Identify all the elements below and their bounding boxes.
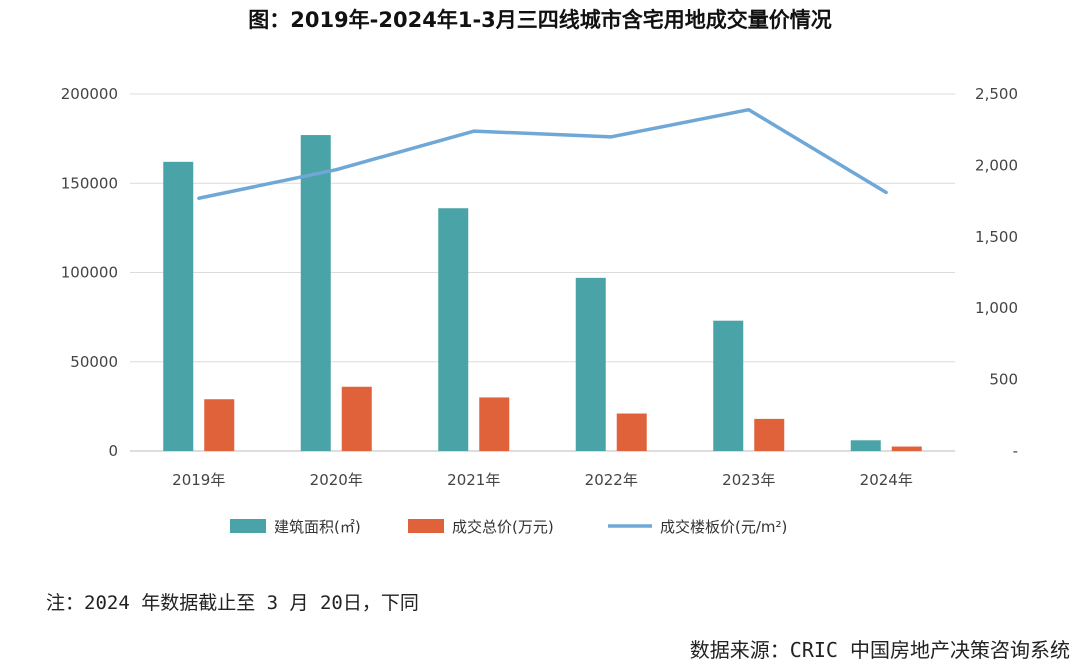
bar	[163, 161, 194, 451]
gridlines	[130, 93, 955, 452]
bar-series	[163, 135, 922, 451]
right-tick-label: -	[1013, 442, 1018, 460]
legend-label: 成交总价(万元)	[452, 518, 554, 536]
legend-label: 成交楼板价(元/m²)	[660, 518, 787, 536]
left-tick-label: 100000	[61, 264, 118, 282]
line-point	[334, 168, 338, 172]
line-series	[197, 107, 888, 200]
x-tick-label: 2022年	[585, 471, 638, 489]
bar	[616, 413, 647, 451]
footnote: 注：2024 年数据截止至 3 月 20日，下同	[46, 592, 419, 614]
legend-swatch	[230, 519, 266, 533]
bar	[300, 135, 331, 451]
right-axis-ticks: - 500 1,000 1,500 2,000 2,500	[975, 85, 1018, 460]
left-tick-label: 150000	[61, 174, 118, 192]
line-point	[197, 196, 201, 200]
chart-title: 图：2019年-2024年1-3月三四线城市含宅用地成交量价情况	[248, 8, 832, 32]
series-line	[198, 107, 888, 200]
right-tick-label: 500	[989, 371, 1018, 389]
line-point	[884, 190, 888, 195]
left-tick-label: 50000	[70, 353, 118, 371]
left-axis-ticks: 0 50000 100000 150000 200000	[61, 85, 118, 460]
legend-label: 建筑面积(㎡)	[274, 518, 361, 536]
line-point	[747, 108, 751, 112]
right-tick-label: 2,000	[975, 156, 1018, 174]
right-tick-label: 2,500	[975, 85, 1018, 103]
legend-swatch	[408, 519, 444, 533]
bar	[575, 277, 606, 451]
data-source: 数据来源：CRIC 中国房地产决策咨询系统	[689, 638, 1070, 662]
bar	[204, 399, 235, 451]
bar	[754, 418, 785, 451]
left-tick-label: 200000	[61, 85, 118, 103]
bar	[713, 320, 744, 451]
x-tick-label: 2020年	[310, 471, 363, 489]
legend: 建筑面积(㎡) 成交总价(万元) 成交楼板价(元/m²)	[230, 518, 787, 536]
x-axis-ticks: 2019年 2020年 2021年 2022年 2023年 2024年	[172, 471, 913, 489]
bar	[438, 208, 469, 451]
x-tick-label: 2024年	[860, 471, 913, 489]
bar	[479, 397, 510, 451]
combo-chart: 0 50000 100000 150000 200000 - 500 1,000 1,500 2…	[61, 85, 1018, 536]
line-point	[472, 129, 476, 133]
bar	[341, 386, 372, 451]
x-tick-label: 2021年	[447, 471, 500, 489]
bar	[891, 446, 922, 451]
bar	[850, 440, 881, 451]
x-tick-label: 2019年	[172, 471, 225, 489]
left-tick-label: 0	[108, 442, 118, 460]
line-point	[609, 135, 613, 139]
x-tick-label: 2023年	[722, 471, 775, 489]
right-tick-label: 1,500	[975, 228, 1018, 246]
right-tick-label: 1,000	[975, 299, 1018, 317]
